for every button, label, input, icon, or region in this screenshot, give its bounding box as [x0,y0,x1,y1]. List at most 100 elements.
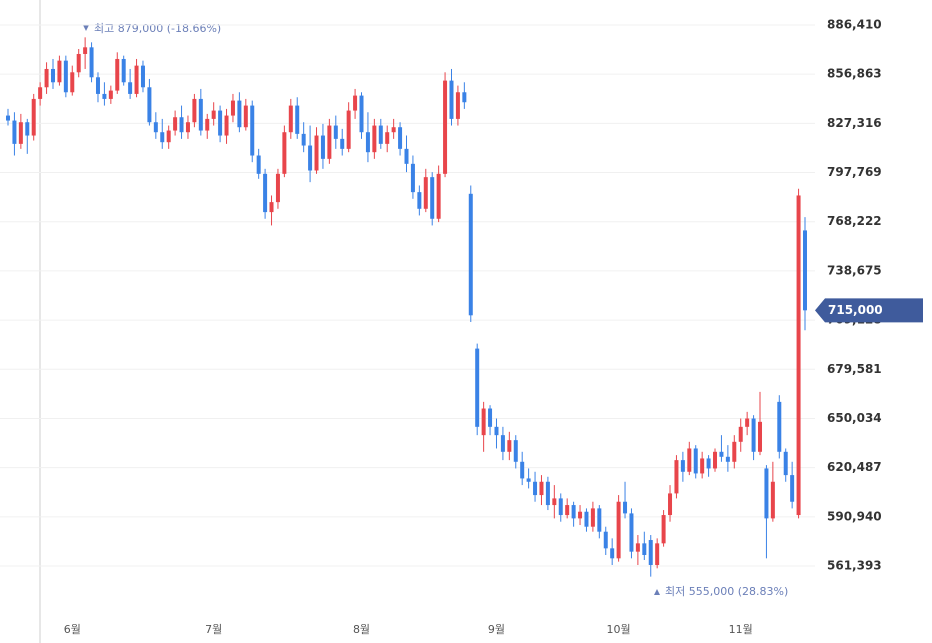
candle-body [365,132,370,153]
candle-body [192,98,197,123]
candle-body [102,93,107,99]
high-annotation: 최고 879,000 (-18.66%) [94,22,221,35]
candle-body [263,173,268,213]
candle-body [50,68,55,83]
candle-body [205,118,210,131]
candle-body [443,80,448,174]
candle-body [700,458,705,474]
candle-body [513,440,518,462]
candle-body [751,418,756,452]
candle-body [308,145,313,171]
candle-body [455,92,460,119]
candle-body [796,195,801,516]
candle-body [661,515,666,544]
candle-body [115,58,120,91]
candle-body [668,493,673,516]
candle-body [153,122,158,133]
y-tick-label: 620,487 [827,460,882,474]
candle-body [6,115,10,121]
grid [0,24,815,567]
candle-body [584,511,589,527]
candle-body [160,132,165,143]
candle-body [648,540,653,565]
candle-body [642,543,647,556]
candle-body [500,435,505,452]
candle-body [803,230,807,311]
candle-body [481,408,486,436]
candle-body [758,421,763,452]
candle-body [31,98,36,136]
y-tick-label: 679,581 [827,362,882,376]
y-tick-label: 650,034 [827,411,882,425]
candle-body [732,441,737,462]
candle-body [655,543,660,565]
candle-body [597,508,602,532]
candle-body [449,80,454,119]
candle-body [533,481,538,496]
candle-body [359,95,364,133]
x-tick-label: 8월 [353,623,370,636]
candle-body [475,348,480,427]
high-marker [83,25,89,31]
candle-body [12,120,17,144]
candle-body [410,163,415,193]
candle-body [256,155,261,174]
candle-body [558,498,563,516]
candle-body [95,77,100,94]
candle-body [494,426,499,436]
candle-body [680,460,685,472]
candle-body [770,481,775,519]
y-tick-label: 738,675 [827,263,882,277]
candle-body [391,127,396,133]
candle-body [76,53,81,73]
candle-body [211,110,216,119]
candle-body [288,105,293,133]
candle-body [404,148,409,164]
candle-body [108,90,113,99]
candle-body [243,105,248,128]
candle-body [44,68,49,88]
candle-body [320,135,325,159]
y-tick-label: 561,393 [827,558,882,572]
candle-body [121,58,126,83]
candle-body [314,135,319,171]
candle-body [372,125,377,153]
x-tick-label: 7월 [205,623,222,636]
candle-body [623,501,628,514]
candle-body [140,65,145,88]
candle-body [430,177,435,219]
candle-body [783,451,788,476]
candle-body [269,202,274,213]
candle-body [725,456,730,462]
candle-body [134,65,139,94]
candle-body [333,125,338,139]
candle-body [353,95,358,111]
candle-body [275,173,280,203]
candle-body [616,501,621,559]
candle-body [224,115,229,136]
candle-body [790,475,795,502]
candle-body [346,110,351,149]
candle-body [468,193,473,316]
candle-body [693,448,698,474]
low-marker [654,589,660,595]
candle-body [738,426,743,442]
low-annotation: 최저 555,000 (28.83%) [665,585,788,598]
candle-body [38,87,43,99]
candle-body [378,125,383,144]
candle-body [18,122,23,144]
candle-body [237,100,242,128]
candle-body [128,82,133,94]
candle-body [777,401,782,452]
candle-body [687,448,692,472]
x-tick-label: 9월 [488,623,505,636]
candle-body [713,451,718,469]
candle-body [147,87,152,123]
candle-body [327,125,332,159]
candle-body [89,47,94,78]
candle-body [462,92,467,103]
y-tick-label: 886,410 [827,18,882,32]
y-tick-label: 797,769 [827,165,882,179]
x-tick-label: 6월 [64,623,81,636]
